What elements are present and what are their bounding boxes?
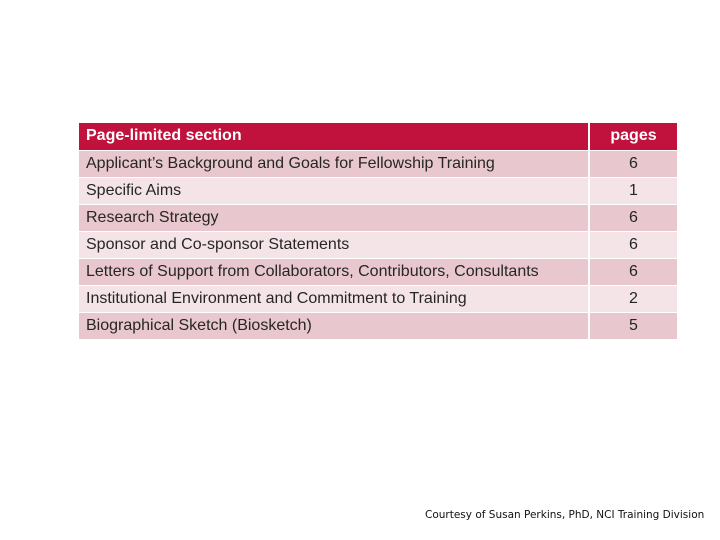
table-row: Research Strategy 6: [79, 204, 677, 232]
courtesy-credit: Courtesy of Susan Perkins, PhD, NCI Trai…: [425, 509, 705, 521]
column-header-section: Page-limited section: [79, 123, 590, 151]
pages-cell: 6: [589, 231, 677, 259]
table-header-row: Page-limited section pages: [79, 123, 677, 151]
table-row: Letters of Support from Collaborators, C…: [79, 258, 677, 286]
pages-cell: 6: [589, 150, 677, 178]
table-row: Biographical Sketch (Biosketch) 5: [79, 312, 677, 340]
section-cell: Sponsor and Co-sponsor Statements: [79, 231, 590, 259]
table-row: Sponsor and Co-sponsor Statements 6: [79, 231, 677, 259]
table-body: Applicant’s Background and Goals for Fel…: [79, 150, 677, 340]
section-cell: Research Strategy: [79, 204, 590, 232]
table-row: Institutional Environment and Commitment…: [79, 285, 677, 313]
table-row: Applicant’s Background and Goals for Fel…: [79, 150, 677, 178]
pages-cell: 2: [589, 285, 677, 313]
pages-cell: 6: [589, 258, 677, 286]
table-header: Page-limited section pages: [79, 123, 677, 151]
section-cell: Applicant’s Background and Goals for Fel…: [79, 150, 590, 178]
column-header-pages: pages: [589, 123, 677, 151]
pages-cell: 5: [589, 312, 677, 340]
section-cell: Institutional Environment and Commitment…: [79, 285, 590, 313]
page-limits-table: Page-limited section pages Applicant’s B…: [79, 123, 677, 340]
section-cell: Biographical Sketch (Biosketch): [79, 312, 590, 340]
pages-cell: 6: [589, 204, 677, 232]
section-cell: Specific Aims: [79, 177, 590, 205]
table-row: Specific Aims 1: [79, 177, 677, 205]
section-cell: Letters of Support from Collaborators, C…: [79, 258, 590, 286]
pages-cell: 1: [589, 177, 677, 205]
